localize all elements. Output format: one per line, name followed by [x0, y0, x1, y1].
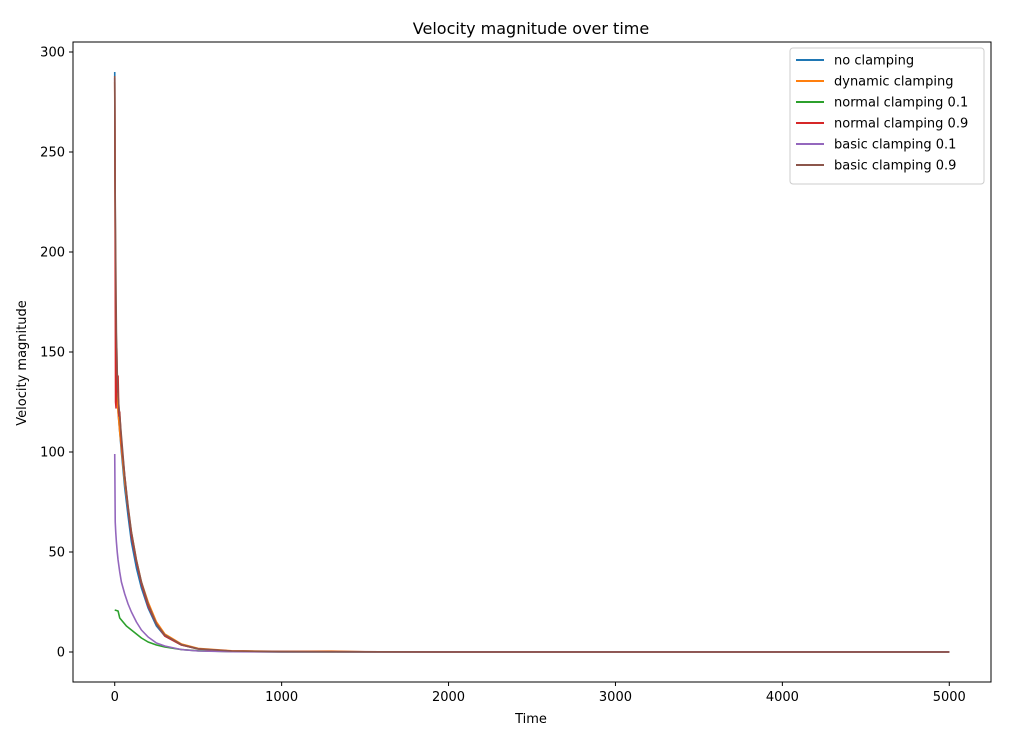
- legend-label: no clamping: [834, 54, 914, 69]
- x-tick-label: 4000: [766, 690, 799, 705]
- legend-label: basic clamping 0.9: [834, 159, 956, 174]
- x-tick-label: 5000: [933, 690, 966, 705]
- y-tick-label: 50: [48, 546, 65, 561]
- x-tick-label: 3000: [599, 690, 632, 705]
- y-axis-label: Velocity magnitude: [15, 300, 30, 425]
- legend-label: normal clamping 0.1: [834, 96, 968, 111]
- x-tick-label: 2000: [432, 690, 465, 705]
- y-tick-label: 300: [40, 46, 65, 61]
- legend-label: basic clamping 0.1: [834, 138, 956, 153]
- series-line-6: [113, 75, 950, 653]
- y-tick-label: 0: [57, 646, 65, 661]
- x-tick-label: 0: [111, 690, 119, 705]
- y-tick-label: 200: [40, 246, 65, 261]
- x-axis-label: Time: [514, 712, 547, 727]
- plot-frame: [72, 41, 992, 683]
- x-tick-label: 1000: [265, 690, 298, 705]
- y-tick-label: 150: [40, 346, 65, 361]
- legend-label: dynamic clamping: [834, 75, 953, 90]
- y-tick-label: 100: [40, 446, 65, 461]
- series-layer: [113, 71, 950, 653]
- x-axis: 0 1000 2000 3000 4000 5000: [111, 682, 966, 705]
- legend: no clamping dynamic clamping normal clampi…: [789, 47, 985, 185]
- legend-box: [789, 47, 985, 185]
- chart-title: Velocity magnitude over time: [413, 19, 649, 38]
- y-tick-label: 250: [40, 146, 65, 161]
- y-axis: 0 50 100 150 200 250 300: [40, 46, 73, 661]
- legend-label: normal clamping 0.9: [834, 117, 968, 132]
